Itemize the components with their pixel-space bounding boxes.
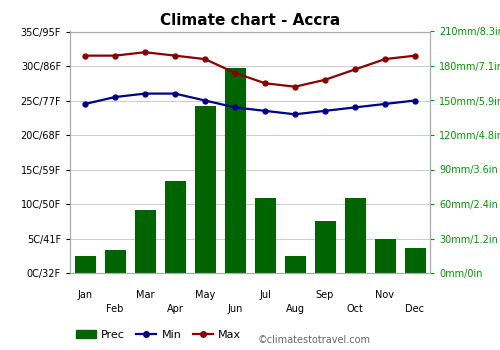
Bar (254, 198, 276, 273)
Text: Jun: Jun (228, 304, 242, 314)
Bar (404, 248, 425, 273)
Text: Feb: Feb (106, 304, 124, 314)
Text: Jul: Jul (259, 290, 271, 300)
Text: Mar: Mar (136, 290, 154, 300)
Bar (104, 250, 126, 273)
Bar (224, 68, 246, 273)
Text: Oct: Oct (346, 304, 364, 314)
Bar (374, 238, 396, 273)
Text: Sep: Sep (316, 290, 334, 300)
Bar (164, 181, 186, 273)
Bar (74, 256, 96, 273)
Text: Aug: Aug (286, 304, 304, 314)
Text: Apr: Apr (166, 304, 184, 314)
Title: Climate chart - Accra: Climate chart - Accra (160, 13, 340, 28)
Bar (314, 221, 336, 273)
Text: ©climatestotravel.com: ©climatestotravel.com (257, 335, 370, 345)
Text: Nov: Nov (376, 290, 394, 300)
Text: May: May (195, 290, 215, 300)
Bar (194, 106, 216, 273)
Text: Dec: Dec (406, 304, 424, 314)
Bar (134, 210, 156, 273)
Text: Jan: Jan (78, 290, 92, 300)
Bar (284, 256, 306, 273)
Bar (344, 198, 366, 273)
Legend: Prec, Min, Max: Prec, Min, Max (76, 330, 241, 340)
